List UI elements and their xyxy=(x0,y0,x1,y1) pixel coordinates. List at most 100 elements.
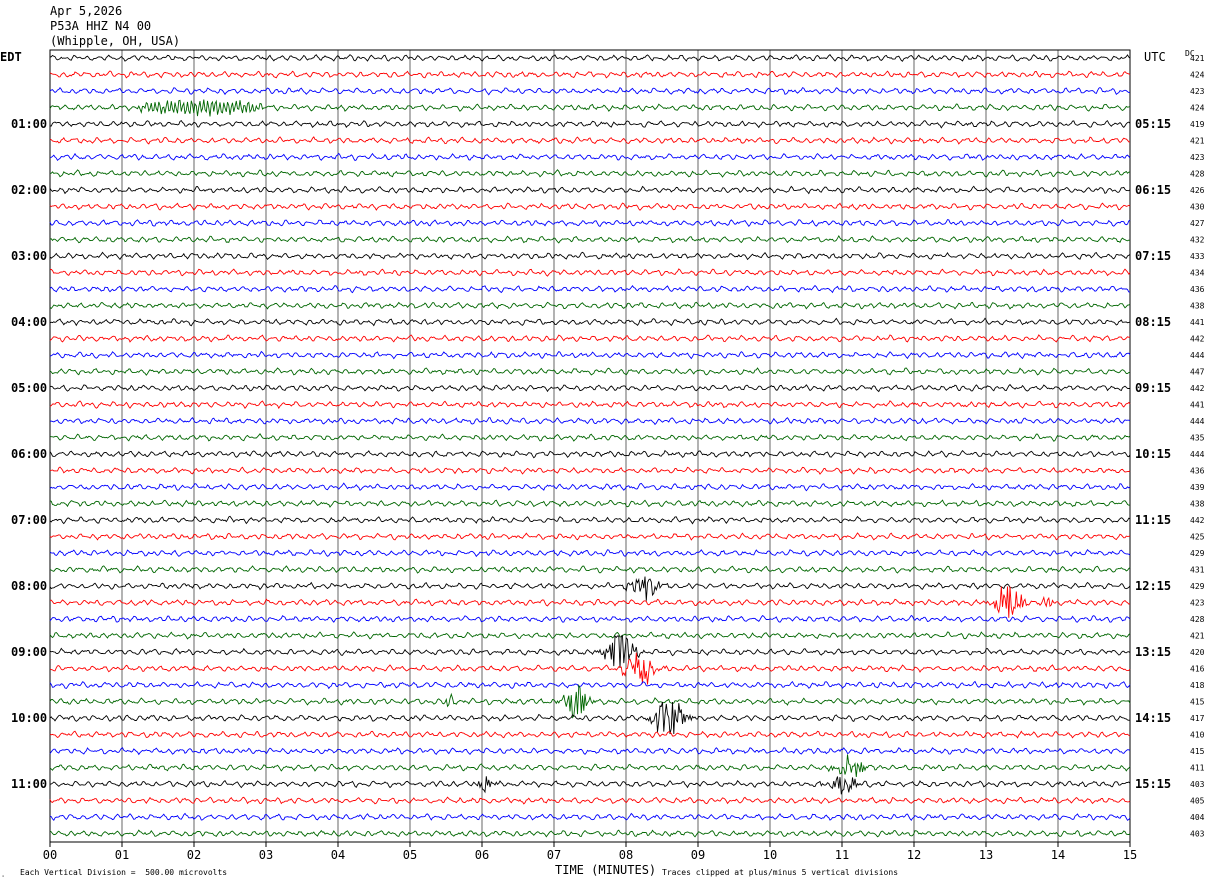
trace-34 xyxy=(49,614,1131,623)
trace-35 xyxy=(49,631,1131,640)
right-hour-label: 13:15 xyxy=(1135,645,1171,659)
trace-24 xyxy=(49,449,1131,459)
dc-offset-label: 429 xyxy=(1190,582,1205,591)
trace-46 xyxy=(49,812,1131,821)
trace-25 xyxy=(49,466,1131,475)
trace-45 xyxy=(49,796,1131,805)
dc-offset-label: 430 xyxy=(1190,203,1205,212)
dc-offset-label: 429 xyxy=(1190,549,1205,558)
trace-17 xyxy=(49,334,1131,343)
trace-42 xyxy=(49,747,1131,756)
x-tick-label: 08 xyxy=(619,848,633,862)
trace-33 xyxy=(49,586,1131,618)
trace-22 xyxy=(49,416,1131,426)
trace-40 xyxy=(49,701,1131,735)
right-hour-label: 11:15 xyxy=(1135,513,1171,527)
left-hour-label: 09:00 xyxy=(11,645,47,659)
dc-offset-label: 428 xyxy=(1190,615,1205,624)
left-hour-label: 05:00 xyxy=(11,381,47,395)
dc-offset-label: 431 xyxy=(1190,566,1205,575)
dc-offset-label: 415 xyxy=(1190,747,1205,756)
dc-offset-label: 438 xyxy=(1190,500,1205,509)
dc-offset-label: 419 xyxy=(1190,120,1205,129)
dc-label: DC xyxy=(1185,49,1195,58)
left-hour-label: 02:00 xyxy=(11,183,47,197)
trace-27 xyxy=(49,499,1131,508)
trace-16 xyxy=(49,317,1131,327)
right-hour-label: 06:15 xyxy=(1135,183,1171,197)
dc-offset-label: 411 xyxy=(1190,764,1205,773)
left-hour-label: 01:00 xyxy=(11,117,47,131)
dc-offset-label: 421 xyxy=(1190,632,1205,641)
right-hour-label: 12:15 xyxy=(1135,579,1171,593)
left-hour-label: 03:00 xyxy=(11,249,47,263)
x-tick-label: 03 xyxy=(259,848,273,862)
scale-icon: ⸱ xyxy=(2,872,5,881)
trace-18 xyxy=(49,350,1131,360)
left-hour-label: 08:00 xyxy=(11,579,47,593)
dc-offset-label: 416 xyxy=(1190,665,1205,674)
right-hour-label: 15:15 xyxy=(1135,777,1171,791)
x-tick-label: 12 xyxy=(907,848,921,862)
left-hour-label: 10:00 xyxy=(11,711,47,725)
dc-offset-label: 404 xyxy=(1190,813,1205,822)
dc-offset-label: 436 xyxy=(1190,467,1205,476)
trace-14 xyxy=(49,284,1131,294)
right-hour-label: 08:15 xyxy=(1135,315,1171,329)
x-tick-label: 09 xyxy=(691,848,705,862)
dc-offset-label: 442 xyxy=(1190,384,1205,393)
trace-31 xyxy=(49,565,1131,574)
dc-offset-label: 421 xyxy=(1190,54,1205,63)
trace-19 xyxy=(49,367,1131,376)
x-tick-label: 02 xyxy=(187,848,201,862)
trace-0 xyxy=(49,54,1131,62)
scale-note: Each Vertical Division = 500.00 microvol… xyxy=(20,868,228,877)
plot-frame xyxy=(49,49,1131,843)
dc-offset-label: 423 xyxy=(1190,87,1205,96)
x-tick-label: 04 xyxy=(331,848,345,862)
trace-7 xyxy=(49,169,1131,178)
dc-offset-label: 423 xyxy=(1190,599,1205,608)
header-location: (Whipple, OH, USA) xyxy=(50,34,181,48)
trace-38 xyxy=(49,680,1131,690)
trace-43 xyxy=(49,754,1131,778)
clip-note: Traces clipped at plus/minus 5 vertical … xyxy=(662,868,899,877)
dc-offset-label: 434 xyxy=(1190,269,1205,278)
x-tick-label: 01 xyxy=(115,848,129,862)
trace-39 xyxy=(49,683,1131,719)
right-hour-label: 07:15 xyxy=(1135,249,1171,263)
x-tick-label: 10 xyxy=(763,848,777,862)
x-tick-label: 13 xyxy=(979,848,993,862)
dc-offset-label: 426 xyxy=(1190,186,1205,195)
trace-26 xyxy=(49,482,1131,492)
dc-offset-label: 439 xyxy=(1190,483,1205,492)
trace-36 xyxy=(49,634,1131,669)
right-hour-label: 14:15 xyxy=(1135,711,1171,725)
dc-offset-label: 403 xyxy=(1190,780,1205,789)
trace-44 xyxy=(49,776,1131,795)
left-hour-label: 06:00 xyxy=(11,447,47,461)
trace-32 xyxy=(49,576,1131,601)
left-hour-label: 07:00 xyxy=(11,513,47,527)
x-tick-label: 11 xyxy=(835,848,849,862)
dc-offset-label: 433 xyxy=(1190,252,1205,261)
dc-offset-label: 425 xyxy=(1190,533,1205,542)
right-hour-label: 10:15 xyxy=(1135,447,1171,461)
dc-offset-label: 444 xyxy=(1190,450,1205,459)
dc-offset-label: 420 xyxy=(1190,648,1205,657)
dc-offset-label: 432 xyxy=(1190,236,1205,245)
trace-23 xyxy=(49,433,1131,442)
x-tick-label: 14 xyxy=(1051,848,1065,862)
trace-15 xyxy=(49,301,1131,310)
dc-offset-label: 435 xyxy=(1190,434,1205,443)
trace-13 xyxy=(49,268,1131,277)
dc-offset-label: 447 xyxy=(1190,368,1205,377)
left-hour-label: 11:00 xyxy=(11,777,47,791)
header-station: P53A HHZ N4 00 xyxy=(50,19,152,33)
trace-6 xyxy=(49,152,1131,162)
dc-offset-label: 424 xyxy=(1190,104,1205,113)
dc-offset-label: 421 xyxy=(1190,137,1205,146)
dc-offset-label: 405 xyxy=(1190,797,1205,806)
trace-3 xyxy=(49,99,1131,117)
